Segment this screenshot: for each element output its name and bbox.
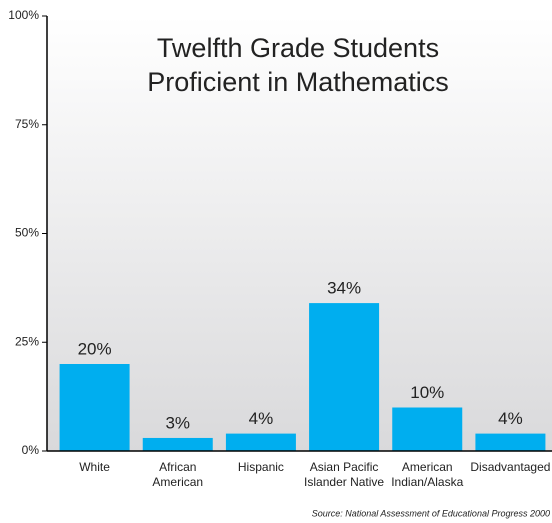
value-label: 3% (165, 413, 190, 432)
value-label: 4% (249, 409, 274, 428)
value-label: 4% (498, 409, 523, 428)
bar (309, 303, 380, 451)
x-tick-label: Disadvantaged (470, 460, 551, 474)
x-tick-label: Asian Pacific Islander Native (304, 460, 385, 489)
chart-title: Twelfth Grade Students (157, 33, 439, 63)
y-tick-label: 100% (8, 8, 39, 22)
y-tick-label: 75% (15, 117, 39, 131)
x-tick-label: American Indian/Alaska (391, 460, 464, 489)
value-label: 20% (78, 339, 112, 358)
y-tick-label: 50% (15, 226, 39, 240)
value-label: 34% (327, 279, 361, 298)
x-tick-label: African American (152, 460, 204, 489)
bar (475, 433, 546, 451)
bar (142, 437, 213, 451)
chart-title: Proficient in Mathematics (147, 67, 449, 97)
x-tick-label: White (79, 460, 110, 474)
bar (392, 407, 463, 451)
plot-background (47, 16, 552, 451)
bar (59, 364, 130, 451)
x-tick-label: Hispanic (237, 460, 284, 474)
source-note: Source: National Assessment of Education… (312, 508, 550, 518)
value-label: 10% (410, 383, 444, 402)
y-tick-label: 0% (22, 443, 40, 457)
bar (225, 433, 296, 451)
y-tick-label: 25% (15, 334, 39, 348)
